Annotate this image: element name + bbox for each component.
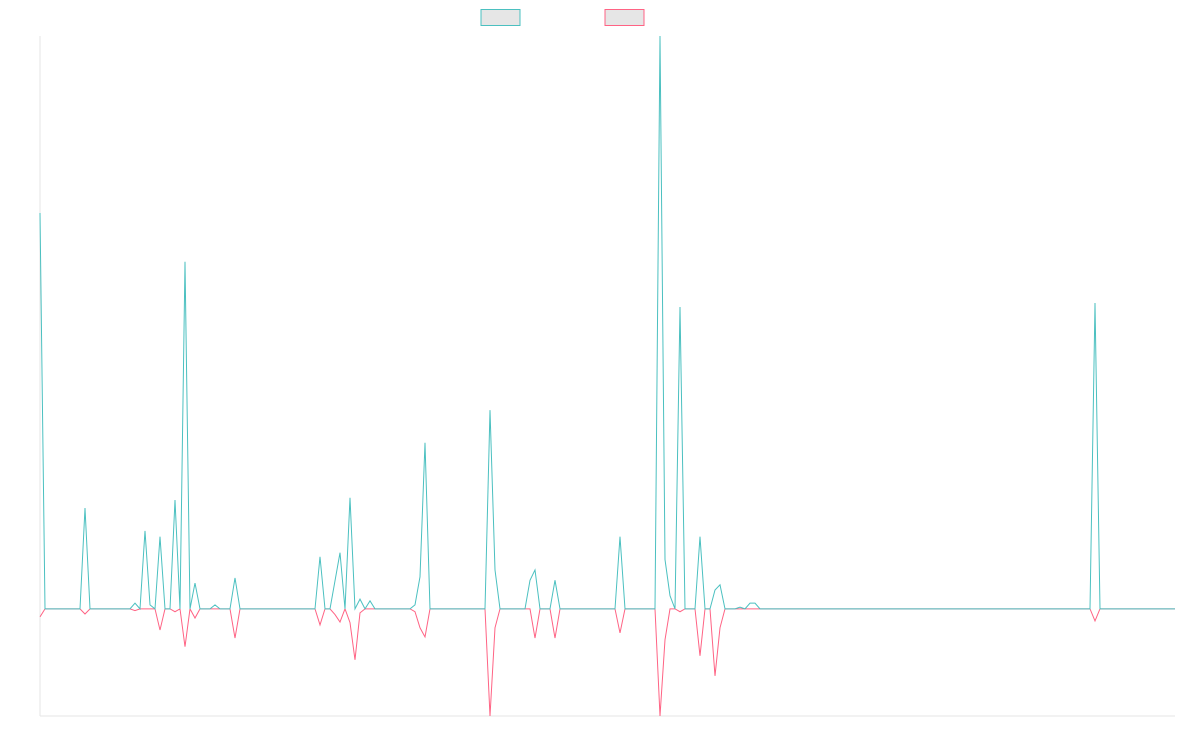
series-line: [39, 607, 1175, 717]
series-line: [39, 35, 1175, 611]
legend-swatch[interactable]: [480, 9, 521, 26]
legend-swatch[interactable]: [604, 9, 645, 26]
